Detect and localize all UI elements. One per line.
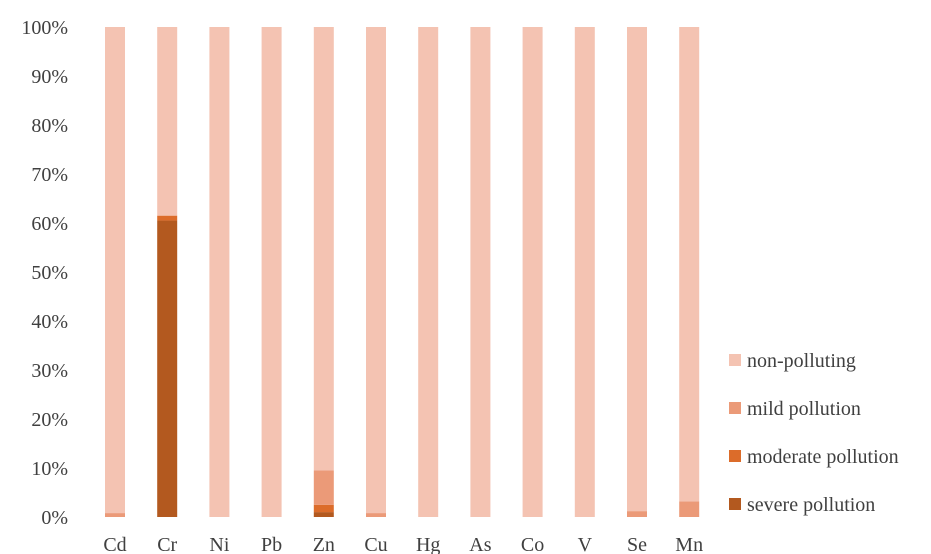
legend-label: non-polluting (747, 350, 856, 372)
legend-label: severe pollution (747, 494, 875, 516)
bar-segment-mn-non-polluting (679, 27, 700, 502)
bar-segment-se-non-polluting (627, 27, 647, 512)
bar-stack-pb (261, 27, 282, 517)
legend-swatch (729, 498, 741, 510)
bar-segment-cu-mild-pollution (366, 513, 386, 517)
bar-segment-zn-moderate-pollution (313, 504, 334, 513)
x-tick-label: Mn (675, 534, 703, 554)
legend-swatch (729, 354, 741, 366)
bar-stack-co (522, 27, 543, 517)
bar-stack-zn (313, 27, 334, 517)
bar-stack-mn (679, 27, 700, 517)
bar-segment-as-non-polluting (470, 27, 491, 517)
x-tick-label: Se (627, 534, 647, 554)
y-tick-label: 60% (31, 213, 68, 235)
y-tick-label: 0% (41, 507, 68, 529)
legend-label: mild pollution (747, 398, 861, 420)
x-axis: Cd Cr Ni Pb Zn Cu Hg As Co V Se Mn (103, 534, 703, 554)
y-tick-label: 100% (21, 17, 68, 39)
bar-segment-zn-non-polluting (313, 27, 334, 471)
bar-segment-se-mild-pollution (627, 511, 647, 517)
legend: non-polluting mild pollution moderate poll… (729, 350, 899, 516)
bar-segment-cd-non-polluting (105, 27, 125, 514)
bar-segment-cr-moderate-pollution (157, 215, 178, 221)
bar-segment-pb-non-polluting (261, 27, 282, 517)
bar-stack-cd (105, 27, 125, 517)
legend-item-mild-pollution: mild pollution (729, 398, 861, 420)
y-tick-label: 10% (31, 458, 68, 480)
x-tick-label: Ni (209, 534, 229, 554)
x-tick-label: As (469, 534, 491, 554)
bar-segment-cu-non-polluting (366, 27, 386, 514)
legend-swatch (729, 402, 741, 414)
bar-stack-se (627, 27, 647, 517)
bar-stack-hg (418, 27, 439, 517)
bars (105, 27, 700, 518)
bar-stack-v (574, 27, 595, 517)
bar-segment-ni-non-polluting (209, 27, 230, 517)
legend-item-moderate-pollution: moderate pollution (729, 446, 899, 468)
y-tick-label: 90% (31, 66, 68, 88)
x-tick-label: Zn (313, 534, 335, 554)
bar-segment-cr-non-polluting (157, 27, 178, 216)
legend-item-severe-pollution: severe pollution (729, 494, 875, 516)
bar-segment-mn-mild-pollution (679, 501, 700, 517)
y-tick-label: 20% (31, 409, 68, 431)
y-tick-label: 40% (31, 311, 68, 333)
legend-label: moderate pollution (747, 446, 899, 468)
y-tick-label: 50% (31, 262, 68, 284)
y-tick-label: 70% (31, 164, 68, 186)
x-tick-label: Cd (103, 534, 126, 554)
bar-stack-ni (209, 27, 230, 517)
bar-segment-cr-severe-pollution (157, 220, 178, 518)
bar-segment-co-non-polluting (522, 27, 543, 517)
bar-segment-hg-non-polluting (418, 27, 439, 517)
legend-swatch (729, 450, 741, 462)
bar-segment-cd-mild-pollution (105, 513, 125, 517)
bar-stack-cu (366, 27, 386, 517)
x-tick-label: Pb (261, 534, 282, 554)
x-tick-label: Co (521, 534, 544, 554)
x-tick-label: Cu (364, 534, 387, 554)
x-tick-label: Cr (157, 534, 177, 554)
y-axis: 0% 10% 20% 30% 40% 50% 60% 70% 80% 90% 100% (21, 17, 68, 529)
y-tick-label: 80% (31, 115, 68, 137)
y-tick-label: 30% (31, 360, 68, 382)
bar-segment-zn-severe-pollution (313, 512, 334, 517)
x-tick-label: V (578, 534, 593, 554)
bar-segment-v-non-polluting (574, 27, 595, 517)
bar-segment-zn-mild-pollution (313, 470, 334, 505)
bar-stack-as (470, 27, 491, 517)
bar-stack-cr (157, 27, 178, 518)
legend-item-non-polluting: non-polluting (729, 350, 856, 372)
x-tick-label: Hg (416, 534, 440, 554)
